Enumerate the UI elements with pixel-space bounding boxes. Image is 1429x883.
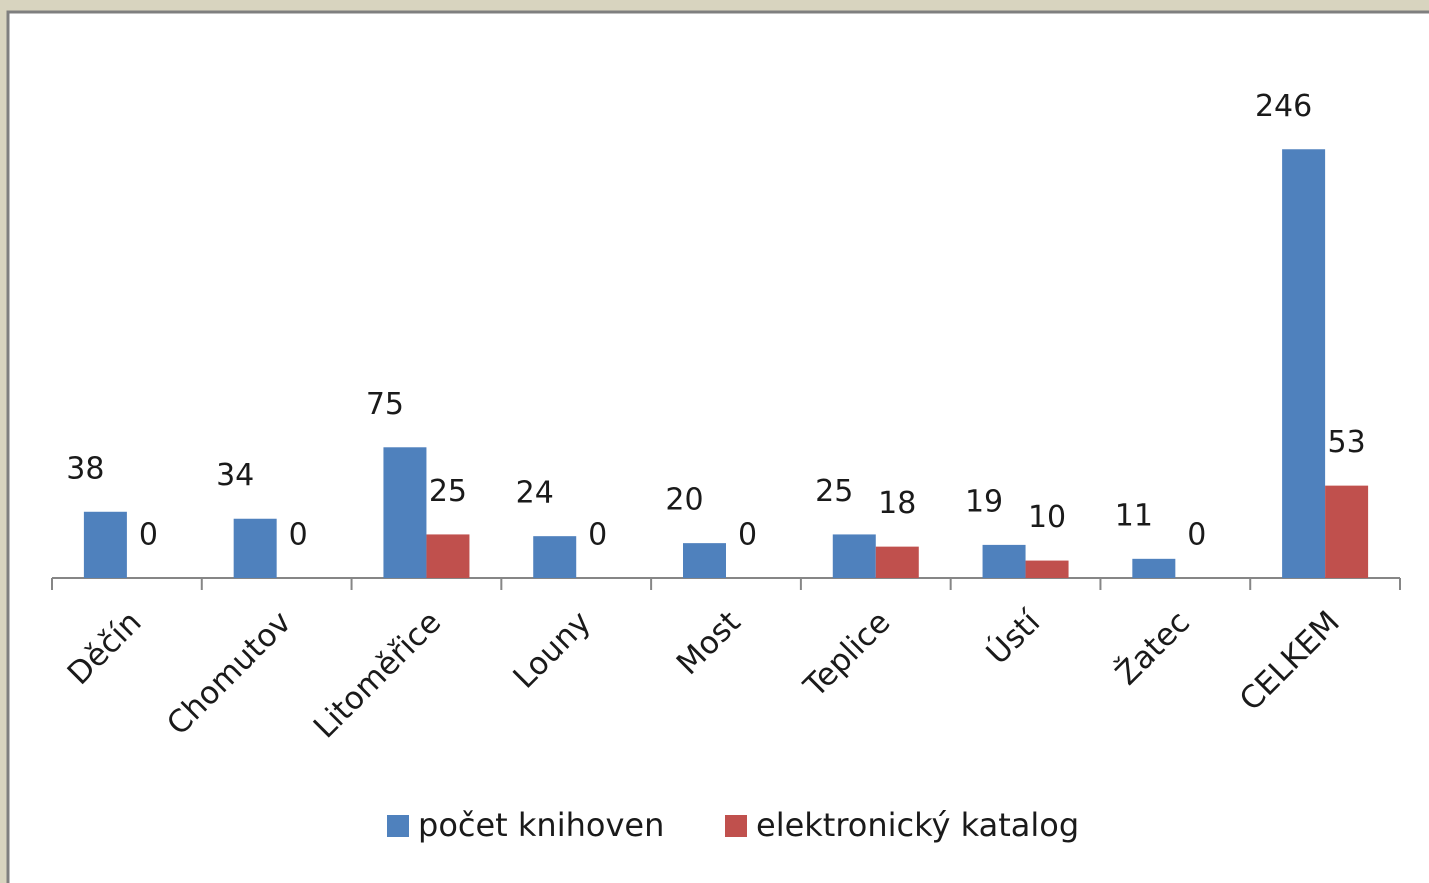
- bar: [1132, 558, 1176, 578]
- data-label: 0: [588, 518, 607, 553]
- data-label: 246: [1255, 89, 1312, 124]
- data-label: 38: [66, 451, 104, 486]
- data-label: 0: [289, 518, 308, 553]
- bar: [875, 546, 919, 578]
- bar: [233, 518, 277, 578]
- data-label: 18: [878, 486, 916, 521]
- data-label: 10: [1028, 500, 1066, 535]
- data-label: 0: [139, 518, 158, 553]
- bar: [533, 536, 577, 578]
- data-label: 75: [366, 387, 404, 422]
- legend-swatch: [725, 815, 747, 837]
- bar: [426, 534, 470, 578]
- data-label: 20: [665, 483, 703, 518]
- legend-label: počet knihoven: [418, 806, 664, 844]
- bar: [1282, 149, 1326, 578]
- legend-swatch: [387, 815, 409, 837]
- data-label: 25: [815, 474, 853, 509]
- data-label: 0: [738, 518, 757, 553]
- bar: [83, 511, 127, 578]
- data-label: 34: [216, 458, 254, 493]
- bar: [982, 544, 1026, 578]
- data-label: 24: [516, 476, 554, 511]
- bar: [1025, 560, 1069, 578]
- chart-frame: [6, 10, 1429, 883]
- legend-label: elektronický katalog: [756, 806, 1079, 844]
- data-label: 25: [429, 474, 467, 509]
- bar: [832, 534, 876, 578]
- data-label: 0: [1187, 518, 1206, 553]
- bar: [683, 543, 726, 578]
- data-label: 11: [1115, 498, 1153, 533]
- bar: [383, 447, 427, 578]
- data-label: 19: [965, 484, 1003, 519]
- data-label: 53: [1328, 425, 1366, 460]
- bar: [1325, 485, 1369, 578]
